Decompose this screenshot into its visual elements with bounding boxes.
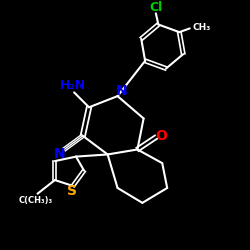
Text: Cl: Cl: [149, 1, 162, 14]
Text: N: N: [54, 148, 65, 162]
Text: H₂N: H₂N: [60, 79, 86, 92]
Text: O: O: [156, 129, 168, 143]
Text: S: S: [67, 184, 77, 198]
Text: C(CH₃)₃: C(CH₃)₃: [18, 196, 52, 205]
Text: N: N: [116, 84, 128, 98]
Text: CH₃: CH₃: [193, 23, 211, 32]
